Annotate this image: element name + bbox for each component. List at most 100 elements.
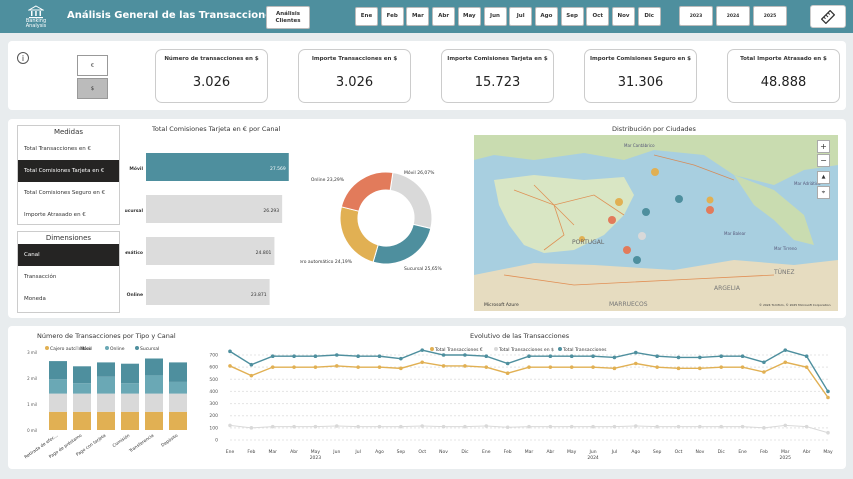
series-point[interactable]	[612, 366, 617, 371]
stacked-bar-segment[interactable]	[169, 393, 187, 412]
series-point[interactable]	[698, 424, 702, 429]
series-point[interactable]	[804, 424, 809, 429]
series-point[interactable]	[633, 361, 638, 366]
series-point[interactable]	[548, 365, 553, 369]
series-point[interactable]	[356, 365, 360, 369]
series-point[interactable]	[762, 426, 766, 430]
series-point[interactable]	[612, 424, 617, 429]
stacked-bar-segment[interactable]	[121, 383, 139, 394]
stacked-bar-segment[interactable]	[169, 381, 187, 394]
map-zoom-in-button[interactable]: +	[817, 140, 830, 153]
series-point[interactable]	[441, 364, 446, 368]
series-point[interactable]	[420, 424, 425, 428]
series-point[interactable]	[676, 355, 681, 360]
series-point[interactable]	[463, 353, 467, 357]
stacked-bar-segment[interactable]	[145, 375, 163, 394]
series-point[interactable]	[484, 424, 489, 428]
month-button-5[interactable]: Jun	[483, 7, 507, 26]
stacked-bar-segment[interactable]	[145, 393, 163, 412]
dimensions-item[interactable]: Sucursal	[18, 310, 119, 312]
series-point[interactable]	[313, 365, 318, 369]
donut-slice[interactable]	[389, 171, 433, 230]
series-point[interactable]	[527, 365, 531, 369]
stacked-bar-segment[interactable]	[73, 383, 91, 394]
month-button-0[interactable]: Ene	[355, 7, 378, 26]
series-point[interactable]	[698, 355, 702, 360]
series-point[interactable]	[676, 366, 681, 371]
series-point[interactable]	[292, 424, 296, 429]
map-compass-button[interactable]: ▲	[817, 171, 830, 184]
donut-slice[interactable]	[372, 223, 432, 265]
stacked-bar-segment[interactable]	[49, 393, 67, 412]
dimensions-item[interactable]: Canal	[18, 244, 119, 266]
series-point[interactable]	[719, 424, 724, 429]
map-zoom-out-button[interactable]: −	[817, 154, 830, 167]
dimensions-item[interactable]: Moneda	[24, 296, 46, 302]
bar[interactable]	[146, 195, 283, 223]
measures-item[interactable]: Importe Atrasado en €	[24, 212, 86, 218]
series-point[interactable]	[270, 354, 275, 359]
series-point[interactable]	[377, 424, 382, 429]
month-button-2[interactable]: Mar	[406, 7, 430, 26]
series-point[interactable]	[441, 353, 446, 357]
stacked-bar-segment[interactable]	[121, 393, 139, 412]
series-point[interactable]	[484, 354, 489, 359]
series-point[interactable]	[527, 354, 531, 359]
series-point[interactable]	[313, 424, 318, 429]
dimensions-item[interactable]: Transacción	[24, 274, 57, 280]
series-point[interactable]	[292, 365, 296, 369]
series-point[interactable]	[505, 361, 510, 366]
month-button-7[interactable]: Ago	[534, 7, 558, 26]
series-point[interactable]	[719, 354, 724, 359]
stacked-bar-segment[interactable]	[49, 379, 67, 394]
series-point[interactable]	[762, 360, 766, 365]
map-locate-button[interactable]: ⌖	[817, 186, 830, 199]
series-point[interactable]	[633, 424, 638, 428]
series-point[interactable]	[633, 350, 638, 355]
month-button-3[interactable]: Abr	[432, 7, 456, 26]
bar[interactable]	[146, 153, 289, 181]
stacked-bar-segment[interactable]	[169, 411, 187, 430]
stacked-bar-segment[interactable]	[73, 366, 91, 384]
series-point[interactable]	[591, 354, 595, 359]
series-point[interactable]	[740, 365, 745, 369]
month-button-9[interactable]: Oct	[586, 7, 610, 26]
series-point[interactable]	[377, 354, 382, 359]
series-point[interactable]	[655, 424, 659, 429]
series-point[interactable]	[740, 424, 745, 429]
stacked-bar-segment[interactable]	[169, 362, 187, 382]
series-point[interactable]	[399, 424, 403, 429]
city-map[interactable]: PORTUGAL MARRUECOS TÚNEZ ARGELIA Mar Can…	[474, 135, 838, 311]
bar[interactable]	[146, 279, 270, 305]
series-point[interactable]	[334, 424, 339, 428]
ruler-button[interactable]	[810, 5, 846, 28]
month-button-10[interactable]: Nov	[612, 7, 635, 26]
series-point[interactable]	[228, 349, 232, 354]
series-point[interactable]	[484, 365, 489, 369]
series-point[interactable]	[463, 364, 467, 368]
series-point[interactable]	[655, 354, 659, 359]
stacked-bar-segment[interactable]	[73, 411, 91, 430]
series-point[interactable]	[527, 424, 531, 429]
series-point[interactable]	[548, 354, 553, 359]
series-point[interactable]	[228, 364, 232, 368]
series-point[interactable]	[228, 423, 232, 428]
series-point[interactable]	[249, 362, 254, 367]
stacked-bar-segment[interactable]	[121, 363, 139, 384]
series-point[interactable]	[420, 348, 425, 352]
month-button-1[interactable]: Feb	[380, 7, 404, 26]
series-point[interactable]	[356, 424, 360, 429]
series-point[interactable]	[740, 354, 745, 359]
series-point[interactable]	[313, 354, 318, 359]
stacked-bar-segment[interactable]	[97, 393, 115, 412]
series-point[interactable]	[249, 373, 254, 378]
series-point[interactable]	[698, 366, 702, 371]
stacked-bar-segment[interactable]	[97, 376, 115, 394]
series-point[interactable]	[420, 360, 425, 365]
series-point[interactable]	[676, 424, 681, 429]
stacked-bar-segment[interactable]	[73, 393, 91, 412]
year-button-2025[interactable]: 2025	[753, 6, 787, 26]
series-point[interactable]	[826, 430, 830, 435]
stacked-bar-segment[interactable]	[49, 411, 67, 430]
series-point[interactable]	[591, 365, 595, 369]
